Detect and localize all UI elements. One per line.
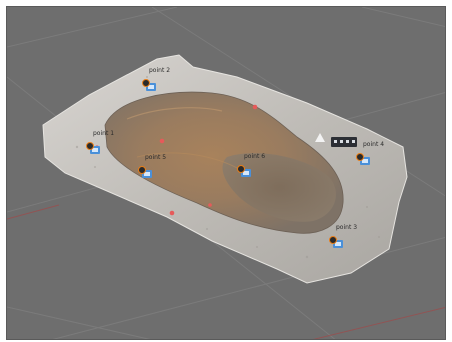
compass-arrow-icon[interactable] — [315, 133, 325, 142]
3d-viewport[interactable]: point 2 point 1 point 5 point 6 point 4 … — [6, 6, 446, 340]
pit-highlight — [126, 107, 223, 120]
target-ring-icon — [142, 79, 150, 87]
view-toolbar-icon[interactable] — [331, 137, 357, 147]
terrain-texture — [75, 76, 380, 259]
marker-label: point 6 — [244, 153, 266, 160]
target-ring-icon — [329, 236, 337, 244]
target-ring-icon — [138, 166, 146, 174]
target-ring-icon — [86, 142, 94, 150]
marker-label: point 5 — [145, 154, 167, 161]
target-ring-icon — [356, 153, 364, 161]
marker-label: point 1 — [93, 130, 115, 137]
marker-label: point 4 — [363, 141, 385, 148]
marker-label: point 2 — [149, 67, 171, 74]
marker-label: point 3 — [336, 224, 358, 231]
ground-grid-accent — [7, 204, 445, 339]
pit-ridge — [136, 152, 240, 170]
scene-canvas[interactable] — [7, 7, 446, 340]
target-ring-icon — [237, 165, 245, 173]
